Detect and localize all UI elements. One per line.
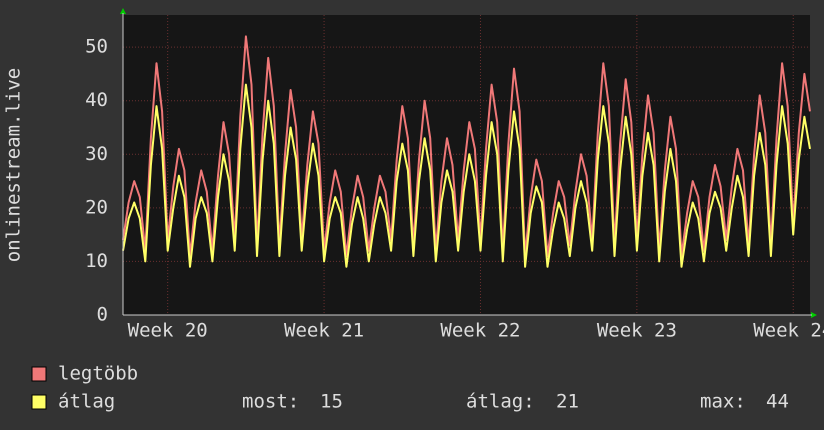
y-tick-label: 40 [85, 89, 108, 111]
axis-arrow [811, 312, 817, 318]
x-tick-label: Week 22 [440, 320, 520, 342]
y-tick-label: 50 [85, 36, 108, 58]
axis-arrow [120, 8, 126, 14]
x-tick-label: Week 23 [597, 320, 677, 342]
y-tick-label: 0 [97, 304, 108, 326]
series-line [122, 35, 811, 258]
stat-value: 44 [766, 391, 789, 413]
y-tick-label: 20 [85, 196, 108, 218]
stat-label: max: [700, 391, 746, 413]
y-tick-label: 10 [85, 250, 108, 272]
legend-swatch [31, 394, 47, 410]
stat-value: 15 [320, 391, 343, 413]
y-axis-label: onlinestream.live [3, 68, 25, 262]
x-tick-label: Week 20 [128, 320, 208, 342]
legend-label: átlag [58, 391, 115, 413]
x-tick-label: Week 24 [753, 320, 824, 342]
stat-label: most: [242, 391, 299, 413]
series-line [122, 83, 811, 268]
legend-label: legtöbb [58, 363, 138, 385]
x-tick-label: Week 21 [284, 320, 364, 342]
y-tick-label: 30 [85, 143, 108, 165]
stat-value: 21 [556, 391, 579, 413]
legend-swatch [31, 366, 47, 382]
stat-label: átlag: [466, 391, 535, 413]
